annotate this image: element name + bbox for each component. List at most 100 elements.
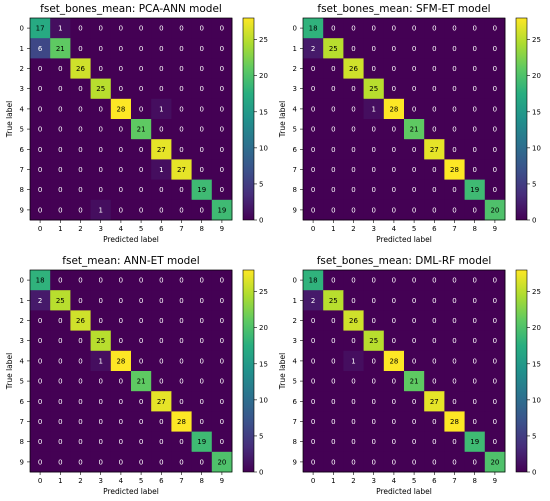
- cell-value-label: 0: [139, 458, 143, 466]
- heatmap-cell: [424, 451, 445, 473]
- cell-value-label: 17: [36, 25, 45, 33]
- heatmap-cell: [404, 18, 425, 39]
- y-tick-label: 9: [20, 458, 24, 466]
- heatmap-cell: [303, 179, 324, 201]
- cell-value-label: 0: [119, 438, 123, 446]
- heatmap-cell: [191, 78, 213, 100]
- heatmap-cell: [444, 371, 465, 392]
- heatmap-cell: [484, 119, 506, 140]
- colorbar-tick-label: 10: [532, 396, 541, 404]
- cell-value-label: 0: [412, 105, 416, 113]
- heatmap-cell: [383, 58, 405, 79]
- heatmap-cell: [131, 350, 152, 372]
- cell-value-label: 0: [78, 166, 82, 174]
- heatmap-cell: [363, 179, 385, 201]
- heatmap-cell: [151, 270, 172, 291]
- colorbar-tick-label: 25: [532, 36, 541, 44]
- heatmap-cell: [50, 451, 71, 473]
- cell-value-label: 0: [58, 418, 62, 426]
- heatmap-cell: [211, 139, 233, 160]
- heatmap-cell: [303, 391, 324, 412]
- cell-value-label: 28: [116, 357, 125, 365]
- heatmap-cell: [151, 78, 172, 100]
- cell-value-label: 0: [220, 126, 224, 134]
- x-tick-label: 9: [220, 477, 224, 485]
- cell-value-label: 0: [493, 85, 497, 93]
- heatmap-cell: [303, 330, 324, 352]
- heatmap-cell: [323, 371, 344, 392]
- cell-value-label: 0: [58, 65, 62, 73]
- cell-value-label: 0: [351, 378, 355, 386]
- cell-value-label: 0: [351, 438, 355, 446]
- cell-value-label: 0: [432, 166, 436, 174]
- heatmap-cell: [484, 411, 506, 432]
- cell-value-label: 0: [179, 277, 183, 285]
- heatmap-cell: [131, 38, 152, 59]
- heatmap-cell: [343, 371, 364, 392]
- colorbar-tick-label: 25: [259, 288, 268, 296]
- cell-value-label: 0: [119, 25, 123, 33]
- heatmap-cell: [424, 38, 445, 59]
- cell-value-label: 0: [311, 146, 315, 154]
- cell-value-label: 1: [58, 25, 62, 33]
- cell-value-label: 0: [472, 277, 476, 285]
- heatmap-cell: [151, 18, 172, 39]
- cell-value-label: 0: [98, 458, 102, 466]
- heatmap-cell: [50, 179, 71, 201]
- chart-title: fset_mean: ANN-ET model: [62, 255, 199, 267]
- cell-value-label: 27: [157, 398, 166, 406]
- cell-value-label: 0: [472, 166, 476, 174]
- heatmap-cell: [30, 139, 51, 160]
- heatmap-cell: [90, 58, 112, 79]
- heatmap-cell: [424, 139, 445, 160]
- heatmap-cell: [131, 431, 152, 453]
- heatmap-cell: [323, 18, 344, 39]
- cell-value-label: 27: [157, 146, 166, 154]
- cell-value-label: 0: [38, 85, 42, 93]
- heatmap-cell: [444, 411, 465, 432]
- cell-value-label: 0: [119, 337, 123, 345]
- cell-value-label: 0: [392, 317, 396, 325]
- cell-value-label: 0: [119, 146, 123, 154]
- heatmap-cell: [151, 58, 172, 79]
- heatmap-cell: [90, 179, 112, 201]
- heatmap-cell: [363, 139, 385, 160]
- cell-value-label: 0: [58, 277, 62, 285]
- cell-value-label: 0: [159, 317, 163, 325]
- cell-value-label: 0: [311, 65, 315, 73]
- y-tick-label: 7: [20, 418, 24, 426]
- heatmap-cell: [484, 371, 506, 392]
- cell-value-label: 0: [159, 25, 163, 33]
- cell-value-label: 2: [38, 297, 42, 305]
- cell-value-label: 0: [493, 297, 497, 305]
- heatmap-cell: [424, 290, 445, 311]
- heatmap-cell: [484, 38, 506, 59]
- cell-value-label: 0: [159, 418, 163, 426]
- cell-value-label: 0: [220, 146, 224, 154]
- heatmap-cell: [131, 270, 152, 291]
- cell-value-label: 0: [371, 45, 375, 53]
- cell-value-label: 0: [412, 85, 416, 93]
- heatmap-cell: [171, 371, 192, 392]
- heatmap-cell: [363, 451, 385, 473]
- cell-value-label: 0: [311, 337, 315, 345]
- cell-value-label: 0: [371, 438, 375, 446]
- heatmap-cell: [323, 310, 344, 331]
- cell-value-label: 0: [493, 146, 497, 154]
- cell-value-label: 0: [98, 398, 102, 406]
- cell-value-label: 0: [139, 166, 143, 174]
- cell-value-label: 0: [472, 398, 476, 406]
- cell-value-label: 21: [56, 45, 65, 53]
- y-tick-label: 8: [20, 186, 24, 194]
- plot-frame: [302, 17, 506, 221]
- cell-value-label: 0: [119, 186, 123, 194]
- cell-value-label: 0: [179, 297, 183, 305]
- heatmap-cell: [30, 159, 51, 180]
- cell-value-label: 0: [58, 458, 62, 466]
- cell-value-label: 0: [493, 25, 497, 33]
- cell-value-label: 0: [432, 418, 436, 426]
- heatmap-cell: [151, 199, 172, 221]
- heatmap-cell: [90, 159, 112, 180]
- heatmap-cell: [191, 179, 213, 201]
